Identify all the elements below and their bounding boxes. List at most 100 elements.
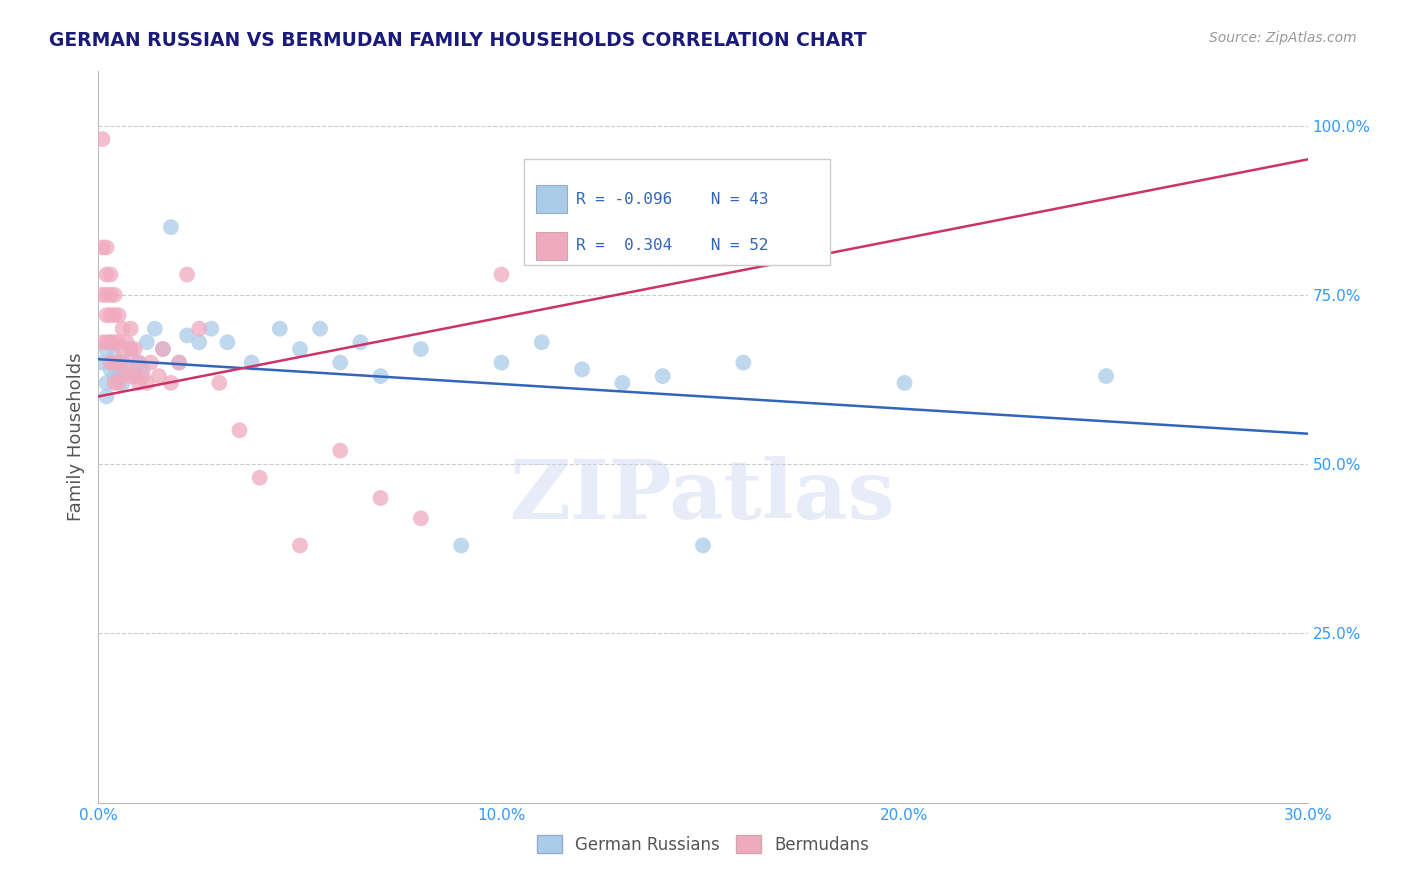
Point <box>91 335 114 350</box>
Point <box>100 355 122 369</box>
Point <box>96 308 118 322</box>
Point <box>409 511 432 525</box>
Point <box>96 335 118 350</box>
Point <box>115 362 138 376</box>
Point <box>103 308 125 322</box>
Point <box>103 369 125 384</box>
Point <box>893 376 915 390</box>
Point <box>329 355 352 369</box>
Point <box>103 349 125 363</box>
Point <box>530 335 553 350</box>
Point <box>111 376 134 390</box>
Point <box>148 369 170 384</box>
Point <box>1095 369 1118 384</box>
Point <box>107 376 129 390</box>
Point <box>176 328 198 343</box>
Point <box>167 355 190 369</box>
Point <box>571 362 593 376</box>
Point <box>733 355 755 369</box>
Point <box>111 369 134 384</box>
Point <box>152 342 174 356</box>
Text: GERMAN RUSSIAN VS BERMUDAN FAMILY HOUSEHOLDS CORRELATION CHART: GERMAN RUSSIAN VS BERMUDAN FAMILY HOUSEH… <box>49 31 868 50</box>
Point <box>160 220 183 235</box>
Point <box>111 355 134 369</box>
Point <box>132 362 155 376</box>
Y-axis label: Family Households: Family Households <box>66 353 84 521</box>
Point <box>228 423 250 437</box>
Point <box>188 335 211 350</box>
Point <box>124 369 146 384</box>
Point <box>100 308 122 322</box>
Point <box>143 322 166 336</box>
Point <box>370 369 392 384</box>
Point <box>120 369 142 384</box>
Point <box>128 355 150 369</box>
Point <box>124 342 146 356</box>
Point <box>103 376 125 390</box>
Point <box>103 355 125 369</box>
Point <box>370 491 392 505</box>
Point <box>115 335 138 350</box>
Point <box>349 335 371 350</box>
Point <box>96 268 118 282</box>
Point <box>120 342 142 356</box>
Point <box>651 369 673 384</box>
Point <box>120 322 142 336</box>
Point <box>96 288 118 302</box>
Point <box>329 443 352 458</box>
Point <box>135 376 157 390</box>
Point <box>107 369 129 384</box>
Point <box>249 471 271 485</box>
Text: Source: ZipAtlas.com: Source: ZipAtlas.com <box>1209 31 1357 45</box>
Point <box>100 335 122 350</box>
Point <box>288 342 311 356</box>
Point <box>91 355 114 369</box>
Point <box>96 342 118 356</box>
Point <box>491 355 513 369</box>
Point <box>111 342 134 356</box>
Point <box>103 288 125 302</box>
Point <box>692 538 714 552</box>
Point <box>139 355 162 369</box>
Point <box>491 268 513 282</box>
Point <box>107 335 129 350</box>
Point <box>135 335 157 350</box>
Point <box>107 308 129 322</box>
Point <box>100 288 122 302</box>
Point <box>128 376 150 390</box>
Point <box>100 335 122 350</box>
Point <box>91 240 114 254</box>
Point <box>288 538 311 552</box>
Point <box>100 362 122 376</box>
Point <box>612 376 634 390</box>
Point <box>217 335 239 350</box>
Point <box>176 268 198 282</box>
Point <box>115 355 138 369</box>
Point <box>120 342 142 356</box>
Point <box>103 335 125 350</box>
Point <box>208 376 231 390</box>
Text: R = -0.096    N = 43: R = -0.096 N = 43 <box>576 192 769 207</box>
Point <box>111 322 134 336</box>
Point <box>188 322 211 336</box>
Point <box>409 342 432 356</box>
Legend: German Russians, Bermudans: German Russians, Bermudans <box>530 829 876 860</box>
Point <box>91 288 114 302</box>
Point <box>160 376 183 390</box>
Point <box>100 268 122 282</box>
Point <box>128 355 150 369</box>
Point <box>450 538 472 552</box>
Point <box>309 322 332 336</box>
Text: ZIPatlas: ZIPatlas <box>510 456 896 535</box>
Point <box>200 322 222 336</box>
Point <box>107 355 129 369</box>
Point <box>167 355 190 369</box>
Point <box>96 376 118 390</box>
Point <box>124 369 146 384</box>
Point <box>132 369 155 384</box>
Point <box>240 355 263 369</box>
Point <box>269 322 291 336</box>
Point <box>91 132 114 146</box>
Point <box>96 240 118 254</box>
Text: R =  0.304    N = 52: R = 0.304 N = 52 <box>576 238 769 253</box>
